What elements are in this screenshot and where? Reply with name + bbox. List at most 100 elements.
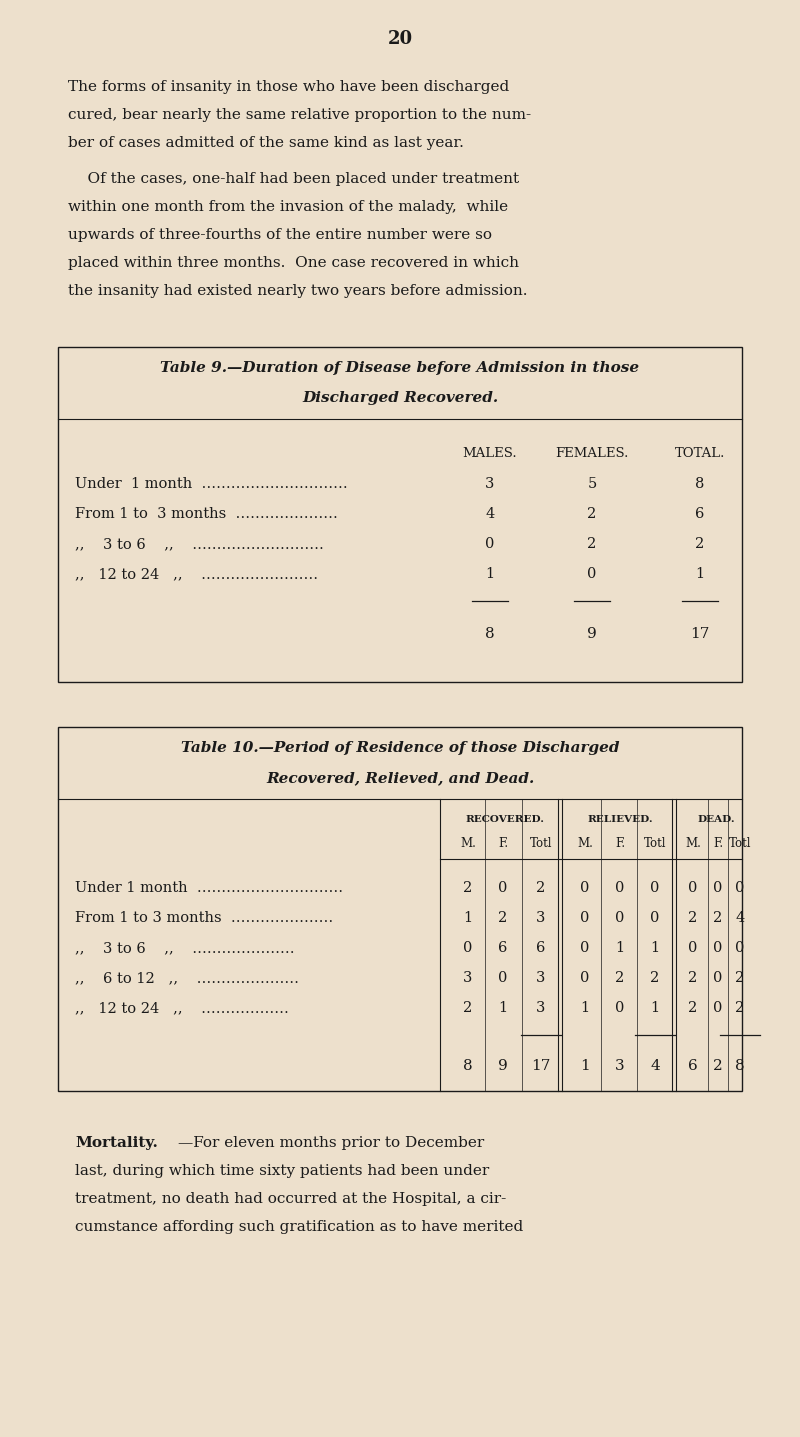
Text: M.: M. (577, 836, 593, 851)
Text: cured, bear nearly the same relative proportion to the num-: cured, bear nearly the same relative pro… (68, 108, 531, 122)
Text: M.: M. (460, 836, 476, 851)
Text: 2: 2 (688, 911, 698, 925)
Text: 6: 6 (498, 941, 508, 956)
Text: 0: 0 (615, 881, 625, 895)
Text: 3: 3 (536, 911, 546, 925)
Text: 1: 1 (498, 1002, 507, 1015)
Text: 0: 0 (735, 941, 745, 956)
Text: 8: 8 (735, 1059, 745, 1073)
Text: 8: 8 (485, 627, 495, 641)
Text: 1: 1 (580, 1059, 590, 1073)
Text: Under 1 month  …………………………: Under 1 month ………………………… (75, 881, 343, 895)
Text: 0: 0 (580, 881, 590, 895)
Text: 0: 0 (688, 941, 698, 956)
Text: treatment, no death had occurred at the Hospital, a cir-: treatment, no death had occurred at the … (75, 1193, 506, 1206)
Text: —For eleven months prior to December: —For eleven months prior to December (178, 1137, 484, 1150)
Text: F.: F. (713, 836, 723, 851)
Text: 2: 2 (587, 507, 597, 522)
Text: 0: 0 (615, 1002, 625, 1015)
Text: Table 9.—Duration of Disease before Admission in those: Table 9.—Duration of Disease before Admi… (161, 361, 639, 375)
Text: 2: 2 (587, 537, 597, 550)
Text: 0: 0 (615, 911, 625, 925)
Text: 0: 0 (714, 1002, 722, 1015)
Text: 4: 4 (735, 911, 745, 925)
Text: 0: 0 (580, 911, 590, 925)
Text: 5: 5 (587, 477, 597, 491)
Text: 0: 0 (580, 971, 590, 984)
Text: F.: F. (615, 836, 625, 851)
Text: 6: 6 (688, 1059, 698, 1073)
Text: Table 10.—Period of Residence of those Discharged: Table 10.—Period of Residence of those D… (181, 741, 619, 754)
Text: 1: 1 (615, 941, 625, 956)
Bar (58, 727, 742, 1091)
Text: From 1 to 3 months  …………………: From 1 to 3 months ………………… (75, 911, 334, 925)
Text: Recovered, Relieved, and Dead.: Recovered, Relieved, and Dead. (266, 772, 534, 785)
Text: 1: 1 (650, 1002, 659, 1015)
Text: TOTAL.: TOTAL. (675, 447, 725, 460)
Text: 3: 3 (536, 1002, 546, 1015)
Text: 0: 0 (580, 941, 590, 956)
Text: 20: 20 (387, 30, 413, 47)
Text: 8: 8 (695, 477, 705, 491)
Text: 0: 0 (587, 568, 597, 581)
Text: 1: 1 (650, 941, 659, 956)
Text: cumstance affording such gratification as to have merited: cumstance affording such gratification a… (75, 1220, 523, 1234)
Text: 0: 0 (498, 971, 508, 984)
Text: 1: 1 (463, 911, 473, 925)
Text: 0: 0 (714, 971, 722, 984)
Text: 1: 1 (581, 1002, 590, 1015)
Text: 3: 3 (486, 477, 494, 491)
Text: 0: 0 (650, 911, 660, 925)
Text: the insanity had existed nearly two years before admission.: the insanity had existed nearly two year… (68, 285, 527, 297)
Text: FEMALES.: FEMALES. (555, 447, 629, 460)
Text: 0: 0 (650, 881, 660, 895)
Text: 2: 2 (498, 911, 508, 925)
Text: M.: M. (685, 836, 701, 851)
Text: 2: 2 (735, 971, 745, 984)
Text: 0: 0 (735, 881, 745, 895)
Text: 2: 2 (688, 1002, 698, 1015)
Text: 3: 3 (463, 971, 473, 984)
Text: DEAD.: DEAD. (698, 815, 735, 823)
Text: 0: 0 (714, 881, 722, 895)
Text: 6: 6 (536, 941, 546, 956)
Text: 2: 2 (714, 911, 722, 925)
Text: ,,   12 to 24   ,,    ……………………: ,, 12 to 24 ,, …………………… (75, 568, 318, 581)
Text: 9: 9 (587, 627, 597, 641)
Text: 3: 3 (536, 971, 546, 984)
Text: 0: 0 (463, 941, 473, 956)
Text: Under  1 month  …………………………: Under 1 month ………………………… (75, 477, 348, 491)
Bar (58, 346, 742, 683)
Text: F.: F. (498, 836, 508, 851)
Text: Totl: Totl (530, 836, 552, 851)
Text: placed within three months.  One case recovered in which: placed within three months. One case rec… (68, 256, 519, 270)
Text: last, during which time sixty patients had been under: last, during which time sixty patients h… (75, 1164, 490, 1178)
Text: 2: 2 (688, 971, 698, 984)
Text: Discharged Recovered.: Discharged Recovered. (302, 391, 498, 405)
Text: RECOVERED.: RECOVERED. (465, 815, 544, 823)
Text: 2: 2 (615, 971, 625, 984)
Text: 17: 17 (690, 627, 710, 641)
Text: 8: 8 (463, 1059, 473, 1073)
Text: MALES.: MALES. (462, 447, 518, 460)
Text: 2: 2 (713, 1059, 723, 1073)
Text: 0: 0 (688, 881, 698, 895)
Text: ,,    3 to 6    ,,    ………………………: ,, 3 to 6 ,, ……………………… (75, 537, 324, 550)
Text: ,,    6 to 12   ,,    …………………: ,, 6 to 12 ,, ………………… (75, 971, 299, 984)
Text: within one month from the invasion of the malady,  while: within one month from the invasion of th… (68, 200, 508, 214)
Text: 17: 17 (531, 1059, 550, 1073)
Text: 6: 6 (695, 507, 705, 522)
Text: ber of cases admitted of the same kind as last year.: ber of cases admitted of the same kind a… (68, 137, 464, 149)
Text: 2: 2 (695, 537, 705, 550)
Text: 2: 2 (463, 1002, 473, 1015)
Text: RELIEVED.: RELIEVED. (587, 815, 653, 823)
Text: 4: 4 (486, 507, 494, 522)
Text: 2: 2 (650, 971, 660, 984)
Text: ,,   12 to 24   ,,    ………………: ,, 12 to 24 ,, ……………… (75, 1002, 289, 1015)
Text: 0: 0 (498, 881, 508, 895)
Text: 2: 2 (463, 881, 473, 895)
Text: 2: 2 (536, 881, 546, 895)
Text: 1: 1 (695, 568, 705, 581)
Text: From 1 to  3 months  …………………: From 1 to 3 months ………………… (75, 507, 338, 522)
Text: 3: 3 (615, 1059, 625, 1073)
